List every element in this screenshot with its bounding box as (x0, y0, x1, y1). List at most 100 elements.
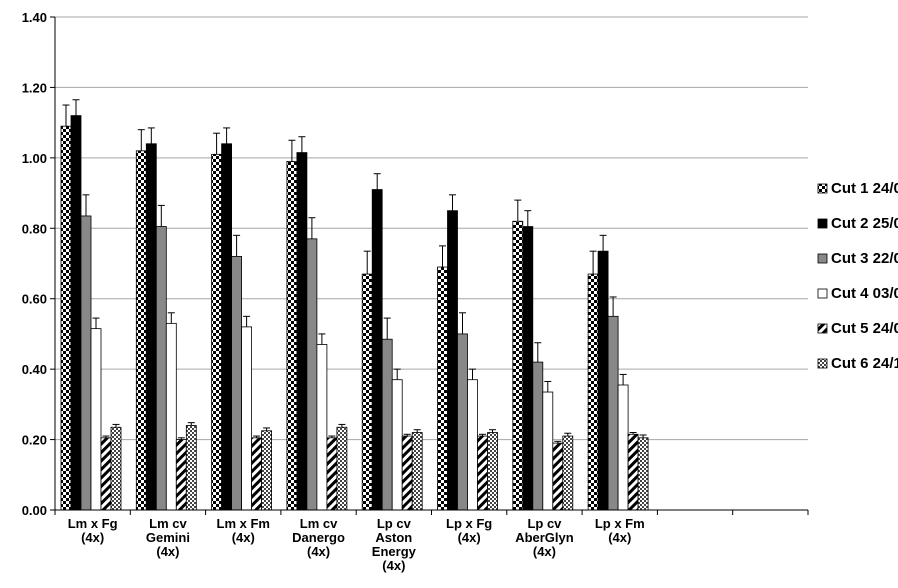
x-tick-label: (4x) (156, 544, 179, 559)
error-bar (167, 312, 175, 324)
bar (316, 344, 328, 511)
x-tick-label: Lm x Fm (217, 516, 270, 531)
bar (532, 361, 544, 511)
legend-label: Cut 6 24/10/13 (831, 355, 898, 372)
bar (522, 226, 534, 511)
bar (401, 435, 413, 511)
bar (296, 152, 308, 511)
error-bar (137, 129, 145, 151)
error-bar (223, 127, 231, 144)
error-bar (338, 423, 346, 428)
bar (637, 437, 649, 511)
legend-label: Cut 2 25/06/13 (831, 215, 898, 232)
error-bar (469, 368, 476, 380)
x-tick-label: Lm cv (300, 516, 338, 531)
x-tick-label: Lp x Fm (595, 516, 645, 531)
bar (231, 256, 243, 511)
bar (477, 435, 488, 511)
bar (336, 426, 348, 511)
error-bar (393, 368, 401, 380)
error-bar (92, 317, 100, 329)
error-bar (524, 210, 532, 227)
legend-swatch (817, 218, 828, 229)
error-bar (459, 312, 466, 334)
bar (617, 384, 629, 511)
bar (457, 333, 468, 511)
bar (211, 153, 223, 511)
error-bar (489, 429, 496, 433)
bar (447, 210, 458, 511)
legend: Cut 1 24/05/13 Cut 2 25/06/13 Cut 3 22/07/… (817, 180, 898, 372)
error-bar (288, 139, 296, 162)
y-tick-label: 0.60 (22, 292, 47, 307)
legend-item: Cut 5 24/09/13 (817, 320, 898, 337)
x-tick-label: Lm x Fg (68, 516, 118, 531)
bar (70, 115, 82, 511)
bar (607, 315, 619, 511)
x-tick-label: (4x) (382, 558, 405, 573)
y-tick-label: 0.20 (22, 433, 47, 448)
x-tick-label: Energy (372, 544, 417, 559)
x-tick-label: (4x) (307, 544, 330, 559)
bar (100, 437, 112, 511)
error-bar (62, 104, 70, 127)
bar (110, 426, 122, 511)
bar (60, 125, 72, 511)
bar (391, 379, 403, 511)
error-bar (298, 136, 306, 153)
legend-item: Cut 4 03/08/13 (817, 285, 898, 302)
x-tick-label: (4x) (458, 530, 481, 545)
bar (587, 273, 599, 511)
x-tick-label: (4x) (608, 530, 631, 545)
error-bar (554, 440, 562, 444)
x-tick-label: Aston (375, 530, 412, 545)
error-bar (253, 435, 261, 438)
bar (326, 437, 338, 511)
error-bar (157, 204, 165, 227)
bar (155, 226, 167, 511)
error-bar (112, 423, 120, 428)
bar (512, 220, 524, 511)
legend-label: Cut 3 22/07/13 (831, 250, 898, 267)
error-bar (609, 296, 617, 317)
error-bar (72, 99, 80, 116)
legend-label: Cut 4 03/08/13 (831, 285, 898, 302)
error-bar (263, 427, 271, 431)
error-bar (449, 194, 456, 211)
y-tick-label: 1.00 (22, 151, 47, 166)
y-tick-label: 0.40 (22, 362, 47, 377)
error-bar (328, 435, 336, 438)
error-bar (413, 429, 421, 433)
error-bar (233, 234, 241, 257)
legend-item: Cut 1 24/05/13 (817, 180, 898, 197)
bar (597, 250, 609, 511)
error-bar (102, 435, 110, 438)
bar (562, 435, 574, 511)
error-bar (599, 234, 607, 252)
y-tick-label: 0.00 (22, 503, 47, 518)
legend-item: Cut 2 25/06/13 (817, 215, 898, 232)
y-tick-label: 0.80 (22, 221, 47, 236)
error-bar (82, 194, 90, 216)
error-bar (589, 250, 597, 275)
bar (371, 189, 383, 511)
bar (542, 391, 554, 511)
bar (286, 160, 298, 511)
y-tick-label: 1.40 (22, 10, 47, 25)
bar (80, 215, 92, 511)
x-tick-label: AberGlyn (515, 530, 574, 545)
bar (381, 338, 393, 511)
bar (241, 326, 253, 511)
x-tick-label: (4x) (81, 530, 104, 545)
bar (175, 439, 187, 511)
error-bar (213, 132, 221, 155)
x-tick-label: Lp cv (377, 516, 412, 531)
error-bar (383, 317, 391, 340)
bar (251, 437, 263, 511)
error-bar (177, 437, 185, 440)
bar (411, 432, 423, 511)
legend-swatch (817, 358, 828, 369)
bar (221, 143, 233, 511)
x-tick-label: (4x) (533, 544, 556, 559)
